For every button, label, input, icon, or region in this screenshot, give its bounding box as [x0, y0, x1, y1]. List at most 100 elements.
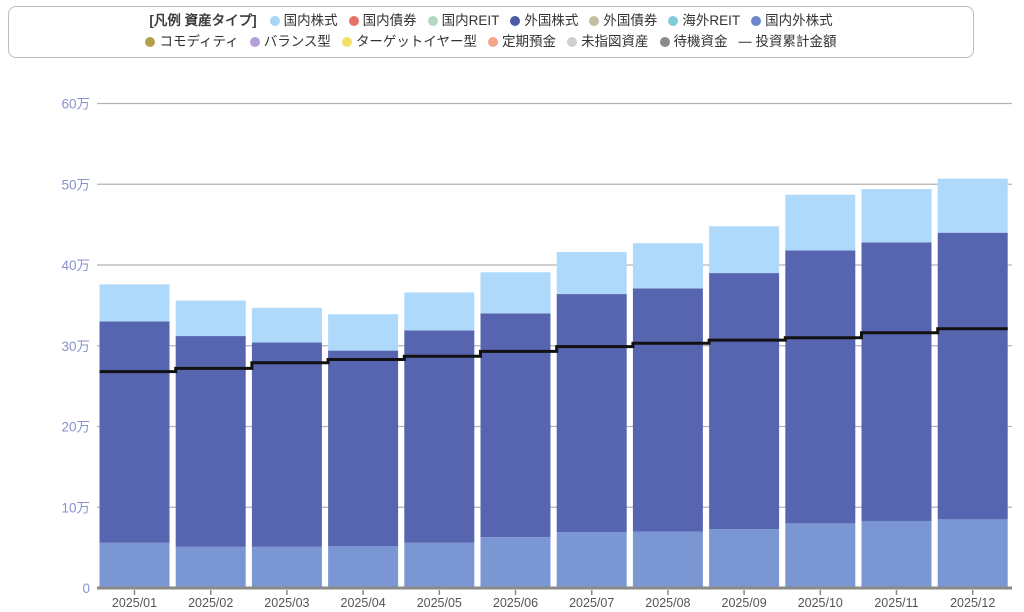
legend-item: 国内REIT	[427, 10, 500, 31]
legend-row-1: [凡例 資産タイプ] 国内株式 国内債券 国内REIT 外国株式 外国債券 海外REIT 国…	[17, 10, 965, 31]
bar-segment[interactable]	[99, 321, 170, 543]
legend-item-label: 海外REIT	[682, 13, 741, 28]
bar-segment[interactable]	[251, 546, 322, 588]
x-axis-tick-label: 2025/08	[645, 596, 690, 610]
legend-item-label: 待機資金	[673, 34, 728, 49]
x-axis-tick-label: 2025/09	[722, 596, 767, 610]
bar-segment[interactable]	[328, 350, 399, 547]
bar-segment[interactable]	[861, 520, 932, 588]
bar-segment[interactable]	[709, 273, 780, 530]
bar-segment[interactable]	[480, 313, 551, 538]
bar-segment[interactable]	[861, 242, 932, 521]
legend-item-label: 外国株式	[524, 13, 579, 28]
bar-segment[interactable]	[632, 243, 703, 289]
bar-segment[interactable]	[632, 531, 703, 588]
x-axis-tick-label: 2025/06	[493, 596, 538, 610]
legend-title: [凡例 資産タイプ]	[149, 13, 257, 28]
legend-item: 定期預金	[488, 31, 556, 52]
legend-item-label: 未指図資産	[581, 34, 649, 49]
bar-segment[interactable]	[251, 307, 322, 343]
bar-segment[interactable]	[785, 523, 856, 588]
line-legend-dash-icon: —	[738, 34, 752, 49]
x-axis-tick-label: 2025/04	[341, 596, 386, 610]
legend-item-label: ターゲットイヤー型	[355, 34, 478, 49]
y-axis-tick-label: 10万	[61, 500, 90, 515]
legend-item-label: コモディティ	[159, 34, 239, 49]
bar-segment[interactable]	[99, 284, 170, 322]
x-axis-tick-label: 2025/11	[874, 596, 918, 610]
bar-segment[interactable]	[404, 330, 475, 543]
legend-color-dot-icon	[751, 15, 762, 26]
legend-item-label: 国内株式	[283, 13, 338, 28]
bar-segment[interactable]	[480, 272, 551, 314]
x-axis-tick-label: 2025/12	[950, 596, 995, 610]
y-axis-tick-label: 0	[82, 581, 90, 596]
legend-color-dot-icon	[589, 15, 600, 26]
legend-item: 国内債券	[348, 10, 417, 31]
x-axis-tick-label: 2025/07	[569, 596, 614, 610]
legend-item: 外国債券	[589, 10, 657, 31]
bar-segment[interactable]	[937, 519, 1008, 588]
bar-segment[interactable]	[404, 542, 475, 588]
x-axis-tick-label: 2025/01	[112, 596, 157, 610]
bar-segment[interactable]	[175, 300, 246, 337]
bar-segment[interactable]	[785, 250, 856, 524]
bar-segment[interactable]	[632, 288, 703, 532]
bar-segment[interactable]	[937, 178, 1008, 233]
legend-item-label: 定期預金	[502, 34, 557, 49]
x-axis-tick-label: 2025/10	[798, 596, 843, 610]
legend-item: ターゲットイヤー型	[341, 31, 478, 52]
bar-segment[interactable]	[175, 546, 246, 588]
legend-color-dot-icon	[348, 15, 359, 26]
legend-item: 海外REIT	[668, 10, 740, 31]
bar-segment[interactable]	[99, 542, 170, 588]
x-axis-tick-label: 2025/03	[264, 596, 309, 610]
y-axis-tick-label: 30万	[61, 339, 90, 354]
legend-item: 待機資金	[659, 31, 728, 52]
bar-segment[interactable]	[480, 537, 551, 588]
legend-row-2: コモディティ バランス型 ターゲットイヤー型 定期預金 未指図資産 待機資金 — 投資累計金額	[17, 31, 965, 52]
x-axis-tick-label: 2025/05	[417, 596, 462, 610]
legend-color-dot-icon	[567, 36, 578, 47]
legend-item-label: バランス型	[263, 34, 331, 49]
legend-item: 外国株式	[510, 10, 578, 31]
bar-segment[interactable]	[404, 292, 475, 331]
legend-item: バランス型	[249, 31, 331, 52]
bar-segment[interactable]	[709, 529, 780, 588]
legend-item-label: 国内外株式	[765, 13, 833, 28]
bar-segment[interactable]	[937, 232, 1008, 520]
legend-item-label: 投資累計金額	[755, 34, 837, 49]
y-axis-tick-label: 40万	[61, 258, 90, 273]
legend-color-dot-icon	[249, 36, 260, 47]
bar-segment[interactable]	[556, 532, 627, 588]
bar-segment[interactable]	[709, 226, 780, 274]
x-axis-tick-label: 2025/02	[188, 596, 233, 610]
legend-color-dot-icon	[668, 15, 679, 26]
bar-segment[interactable]	[556, 252, 627, 295]
legend: [凡例 資産タイプ] 国内株式 国内債券 国内REIT 外国株式 外国債券 海外REIT 国…	[8, 6, 974, 58]
legend-item: — 投資累計金額	[739, 31, 837, 52]
legend-item-label: 国内債券	[362, 13, 417, 28]
bar-segment[interactable]	[556, 294, 627, 533]
legend-color-dot-icon	[659, 36, 670, 47]
bar-segment[interactable]	[328, 314, 399, 351]
legend-color-dot-icon	[427, 15, 438, 26]
legend-item: 国内株式	[269, 10, 338, 31]
y-axis-tick-label: 20万	[61, 420, 90, 435]
legend-color-dot-icon	[269, 15, 280, 26]
legend-item-label: 国内REIT	[441, 13, 500, 28]
y-axis-tick-label: 60万	[61, 97, 90, 112]
bar-segment[interactable]	[175, 336, 246, 547]
bar-segment[interactable]	[861, 189, 932, 243]
legend-color-dot-icon	[341, 36, 352, 47]
legend-item: 国内外株式	[751, 10, 833, 31]
legend-color-dot-icon	[488, 36, 499, 47]
bar-segment[interactable]	[251, 342, 322, 547]
legend-item: コモディティ	[145, 31, 239, 52]
bar-segment[interactable]	[328, 546, 399, 588]
legend-item: 未指図資産	[567, 31, 649, 52]
bar-segment[interactable]	[785, 194, 856, 251]
legend-item-label: 外国債券	[603, 13, 658, 28]
legend-color-dot-icon	[510, 15, 521, 26]
